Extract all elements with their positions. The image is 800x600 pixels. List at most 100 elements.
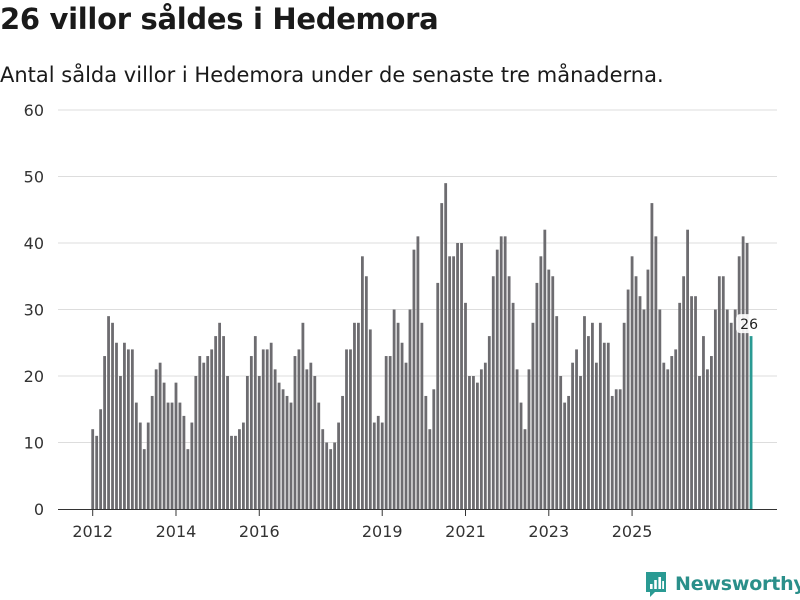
bar <box>257 376 261 509</box>
bar <box>646 269 650 509</box>
bar <box>543 229 547 509</box>
bar <box>321 429 325 509</box>
bar <box>670 356 674 509</box>
bar <box>333 442 337 509</box>
bar <box>678 302 682 509</box>
y-tick-label: 40 <box>24 234 44 253</box>
bar <box>404 362 408 509</box>
bar <box>285 395 289 509</box>
bar <box>253 336 257 509</box>
x-tick-label: 2014 <box>156 522 197 541</box>
bar <box>107 316 110 509</box>
bar <box>297 349 301 509</box>
bar <box>686 229 689 509</box>
bar <box>598 322 602 509</box>
bar <box>305 369 309 509</box>
bar <box>357 322 360 509</box>
page-subtitle: Antal sålda villor i Hedemora under de s… <box>0 63 664 87</box>
bar <box>392 309 396 509</box>
bar <box>111 322 114 509</box>
bar <box>591 322 594 509</box>
bar <box>567 395 571 509</box>
bar <box>341 395 344 509</box>
bar <box>178 402 182 509</box>
bar <box>368 329 372 509</box>
bar <box>432 389 436 509</box>
bar <box>606 342 610 509</box>
bar <box>519 402 523 509</box>
bar <box>170 402 174 509</box>
bar <box>539 256 543 509</box>
bar <box>329 449 333 509</box>
bar <box>313 376 317 509</box>
bar <box>507 276 511 509</box>
bar <box>249 356 253 509</box>
bar <box>491 276 495 509</box>
bar <box>412 249 416 509</box>
bar <box>273 369 277 509</box>
bar <box>702 336 705 509</box>
bar <box>460 243 463 509</box>
bar <box>626 289 630 509</box>
bar <box>166 402 170 509</box>
bar <box>416 236 420 509</box>
bar <box>242 422 245 509</box>
data-labels: 26 <box>736 314 763 334</box>
data-label: 26 <box>740 317 758 333</box>
x-tick-label: 2021 <box>445 522 486 541</box>
bar <box>238 429 241 509</box>
bar <box>190 422 194 509</box>
bar <box>737 256 741 509</box>
bar <box>583 316 586 509</box>
bar <box>150 395 154 509</box>
bar <box>317 402 321 509</box>
bar <box>123 342 126 509</box>
bar <box>535 282 539 509</box>
newsworthy-logo-icon <box>646 572 666 597</box>
bar <box>479 369 483 509</box>
bar <box>638 296 642 509</box>
bar <box>146 422 150 509</box>
brand-logo[interactable]: Newsworthy <box>644 568 800 600</box>
bar <box>571 362 574 509</box>
bar <box>725 309 729 509</box>
bar <box>531 322 535 509</box>
bar <box>103 356 106 509</box>
bar <box>115 342 118 509</box>
bar <box>733 309 737 509</box>
bar <box>222 336 225 509</box>
bar <box>654 236 658 509</box>
bar <box>575 349 578 509</box>
bar <box>376 415 380 509</box>
bar <box>360 256 364 509</box>
bar <box>309 362 313 509</box>
bar <box>99 409 103 509</box>
bar <box>289 402 293 509</box>
bar <box>650 203 654 509</box>
y-tick-label: 60 <box>24 101 44 120</box>
bar <box>265 349 269 509</box>
bar <box>662 362 666 509</box>
bar <box>658 309 662 509</box>
bar <box>495 249 499 509</box>
bar <box>682 276 686 509</box>
bar <box>448 256 452 509</box>
bar <box>618 389 622 509</box>
bar <box>349 349 352 509</box>
y-tick-label: 10 <box>24 434 44 453</box>
y-axis-tick-labels: 0 10 20 30 40 50 60 <box>24 101 44 519</box>
bar <box>483 362 487 509</box>
bar <box>396 322 400 509</box>
bar <box>400 342 404 509</box>
y-tick-label: 20 <box>24 367 44 386</box>
bar-latest <box>749 336 753 509</box>
bar <box>515 369 519 509</box>
bar <box>456 243 459 509</box>
x-tick-label: 2016 <box>239 522 280 541</box>
bar <box>694 296 697 509</box>
page-title: 26 villor såldes i Hedemora <box>0 2 439 36</box>
bar <box>154 369 158 509</box>
bar <box>293 356 297 509</box>
bar <box>372 422 376 509</box>
bar <box>194 376 198 509</box>
